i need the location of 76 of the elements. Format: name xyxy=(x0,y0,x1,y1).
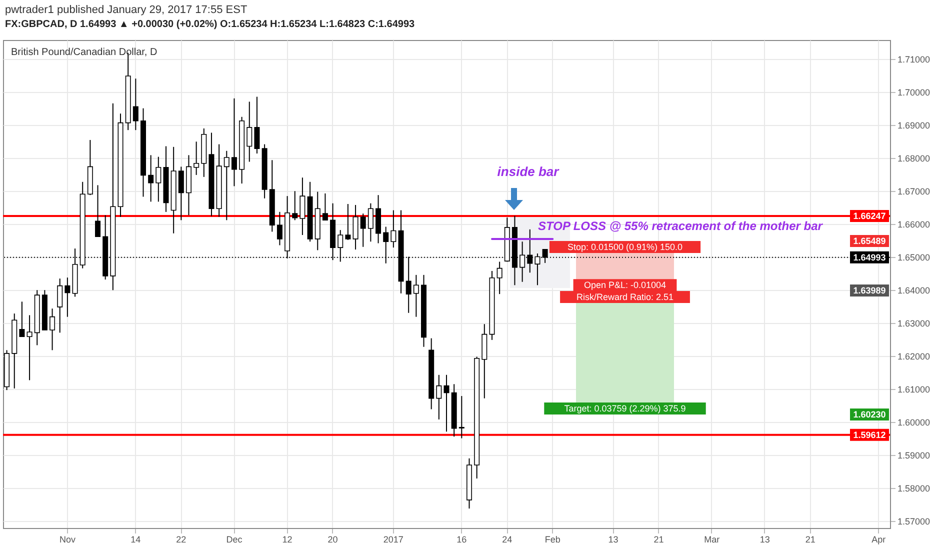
text: British Pound/Canadian Dollar, D xyxy=(11,47,158,58)
candlestick xyxy=(194,141,200,176)
y-tick-label: 1.70000 xyxy=(898,88,930,98)
y-tick-label: 1.64000 xyxy=(898,286,930,296)
band-label: Stop: 0.01500 (0.91%) 150.0 xyxy=(567,242,683,252)
text: pwtrader1 published January 29, 2017 17:55 EST xyxy=(5,4,248,16)
x-tick-label: Feb xyxy=(544,534,560,544)
y-tick-label: 1.58000 xyxy=(898,484,930,494)
candlestick xyxy=(276,211,282,246)
candlestick xyxy=(178,166,184,221)
y-tick-label: 1.71000 xyxy=(898,54,930,65)
candlestick xyxy=(496,261,502,295)
ref-line-label: 1.66247 xyxy=(853,210,886,221)
candlestick xyxy=(19,301,25,338)
x-tick-label: Dec xyxy=(226,534,243,544)
annotation: Open P&L: -0.01004 xyxy=(584,280,666,290)
annotation: STOP LOSS @ 55% retracement of the mother bar xyxy=(538,219,824,233)
y-tick-label: 1.65000 xyxy=(898,252,930,263)
x-tick-label: 14 xyxy=(130,534,141,544)
candlestick xyxy=(345,203,351,240)
y-tick-label: 1.63000 xyxy=(898,318,930,329)
y-tick-label: 1.61000 xyxy=(898,384,930,395)
candlestick xyxy=(224,150,230,221)
x-tick-label: 20 xyxy=(328,534,338,544)
y-tick-label: 1.66000 xyxy=(898,220,930,230)
candlestick xyxy=(64,277,70,318)
candlestick xyxy=(322,192,328,221)
y-tick-label: 1.57000 xyxy=(898,516,930,527)
x-tick-label: 16 xyxy=(456,534,467,544)
candlestick xyxy=(50,308,56,351)
y-tick-label: 1.69000 xyxy=(898,120,930,131)
candlestick xyxy=(444,374,450,432)
candlestick xyxy=(95,184,101,238)
annotation: 1.63989 xyxy=(853,285,886,296)
candlestick xyxy=(148,154,154,202)
x-tick-label: 13 xyxy=(608,534,618,544)
annotation: 1.65489 xyxy=(853,236,886,246)
candlestick xyxy=(413,274,419,318)
annotation: Risk/Reward Ratio: 2.51 xyxy=(576,292,674,302)
x-tick-label: 21 xyxy=(654,534,664,544)
candlestick xyxy=(156,156,162,202)
y-tick-label: 1.59000 xyxy=(898,450,930,461)
candlestick xyxy=(390,210,396,248)
candlestick xyxy=(338,230,344,262)
y-tick-label: 1.67000 xyxy=(898,186,930,197)
chart-subtitle: FX:GBPCAD, D 1.64993 ▲ +0.00030 (+0.02%) O:1.65234 H:1.65234 L:1.64823 C:1.64993 xyxy=(5,19,416,30)
candlestick xyxy=(57,278,63,334)
candlestick xyxy=(360,213,366,248)
ref-line-label: 1.59612 xyxy=(853,430,886,440)
x-tick-label: Nov xyxy=(59,534,76,544)
candlestick xyxy=(436,374,442,420)
x-tick-label: 22 xyxy=(176,534,186,544)
candlestick xyxy=(458,396,464,439)
candlestick xyxy=(292,190,298,221)
x-tick-label: 2017 xyxy=(383,534,404,544)
candlestick xyxy=(352,204,358,250)
ref-line-label: 1.64993 xyxy=(853,252,886,262)
x-tick-label: Apr xyxy=(872,534,886,544)
candlestick xyxy=(246,101,252,162)
candlestick xyxy=(132,78,138,131)
y-tick-label: 1.68000 xyxy=(898,154,930,164)
candlestick xyxy=(368,202,374,242)
x-tick-label: Mar xyxy=(704,534,720,544)
y-tick-label: 1.62000 xyxy=(898,352,930,362)
x-tick-label: 21 xyxy=(805,534,816,544)
candlestick xyxy=(300,177,306,236)
x-tick-label: 13 xyxy=(760,534,770,544)
candlestick xyxy=(254,96,260,154)
band-label: Target: 0.03759 (2.29%) 375.9 xyxy=(564,403,686,414)
x-tick-label: 12 xyxy=(282,534,292,544)
candlestick xyxy=(231,98,237,187)
annotation: inside bar xyxy=(497,164,560,179)
y-tick-label: 1.60000 xyxy=(898,418,930,428)
annotation: 1.60230 xyxy=(853,409,886,420)
x-tick-label: 24 xyxy=(502,534,512,544)
candlestick xyxy=(26,314,32,381)
